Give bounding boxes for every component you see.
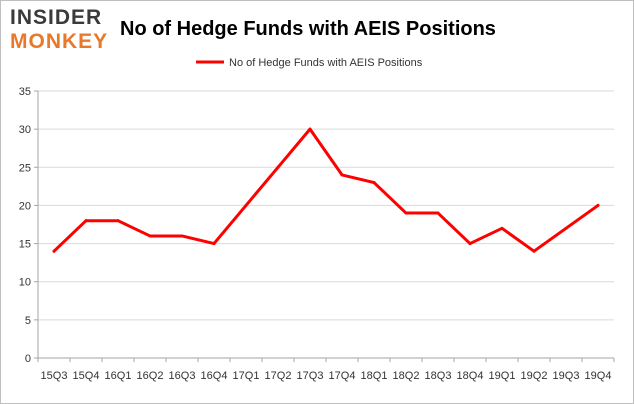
y-tick-label: 0 [25, 353, 31, 365]
x-tick-label: 17Q1 [233, 370, 260, 382]
data-point [468, 242, 472, 246]
x-axis: 15Q3 15Q4 16Q1 16Q2 16Q3 16Q4 17Q1 17Q2 17Q3 17Q4… [37, 357, 615, 382]
y-tick-label: 30 [19, 124, 31, 136]
y-tick-label: 10 [19, 277, 31, 289]
x-tick-label: 17Q2 [265, 370, 292, 382]
chart-title: No of Hedge Funds with AEIS Positions [120, 18, 496, 40]
data-point [84, 219, 88, 223]
data-point [244, 203, 248, 207]
y-tick-label: 15 [19, 239, 31, 251]
gridlines [38, 90, 614, 321]
data-point [212, 242, 216, 246]
x-tick-label: 16Q4 [201, 370, 228, 382]
x-tick-label: 15Q3 [41, 370, 68, 382]
data-point [564, 226, 568, 230]
data-point [148, 234, 152, 238]
y-tick-label: 20 [19, 200, 31, 212]
y-tick-label: 35 [19, 86, 31, 98]
x-tick-label: 19Q4 [585, 370, 612, 382]
y-axis: 0 5 10 15 20 25 30 35 [19, 86, 39, 365]
data-point [500, 226, 504, 230]
x-tick-label: 18Q1 [361, 370, 388, 382]
x-tick-label: 18Q2 [393, 370, 420, 382]
logo-line-1: INSIDER [10, 6, 102, 29]
x-tick-label: 19Q3 [553, 370, 580, 382]
y-tick-label: 25 [19, 162, 31, 174]
series-line [52, 127, 600, 253]
insider-monkey-logo: INSIDER MONKEY [10, 6, 108, 53]
legend: No of Hedge Funds with AEIS Positions [196, 57, 423, 69]
data-point [276, 165, 280, 169]
data-point [308, 127, 312, 131]
x-tick-label: 18Q4 [457, 370, 484, 382]
data-point [372, 181, 376, 185]
legend-label: No of Hedge Funds with AEIS Positions [229, 57, 423, 69]
x-tick-label: 17Q3 [297, 370, 324, 382]
data-point [436, 211, 440, 215]
x-tick-label: 16Q3 [169, 370, 196, 382]
x-tick-label: 16Q2 [137, 370, 164, 382]
x-tick-label: 17Q4 [329, 370, 356, 382]
x-tick-label: 19Q1 [489, 370, 516, 382]
data-point [52, 249, 56, 253]
data-point [180, 234, 184, 238]
logo-line-2: MONKEY [10, 30, 108, 53]
x-tick-label: 16Q1 [105, 370, 132, 382]
data-point [340, 173, 344, 177]
x-tick-label: 18Q3 [425, 370, 452, 382]
data-point [404, 211, 408, 215]
data-point [596, 203, 600, 207]
x-tick-label: 19Q2 [521, 370, 548, 382]
x-tick-label: 15Q4 [73, 370, 100, 382]
data-point [116, 219, 120, 223]
y-tick-label: 5 [25, 315, 31, 327]
data-point [532, 249, 536, 253]
series-layer [52, 127, 600, 253]
